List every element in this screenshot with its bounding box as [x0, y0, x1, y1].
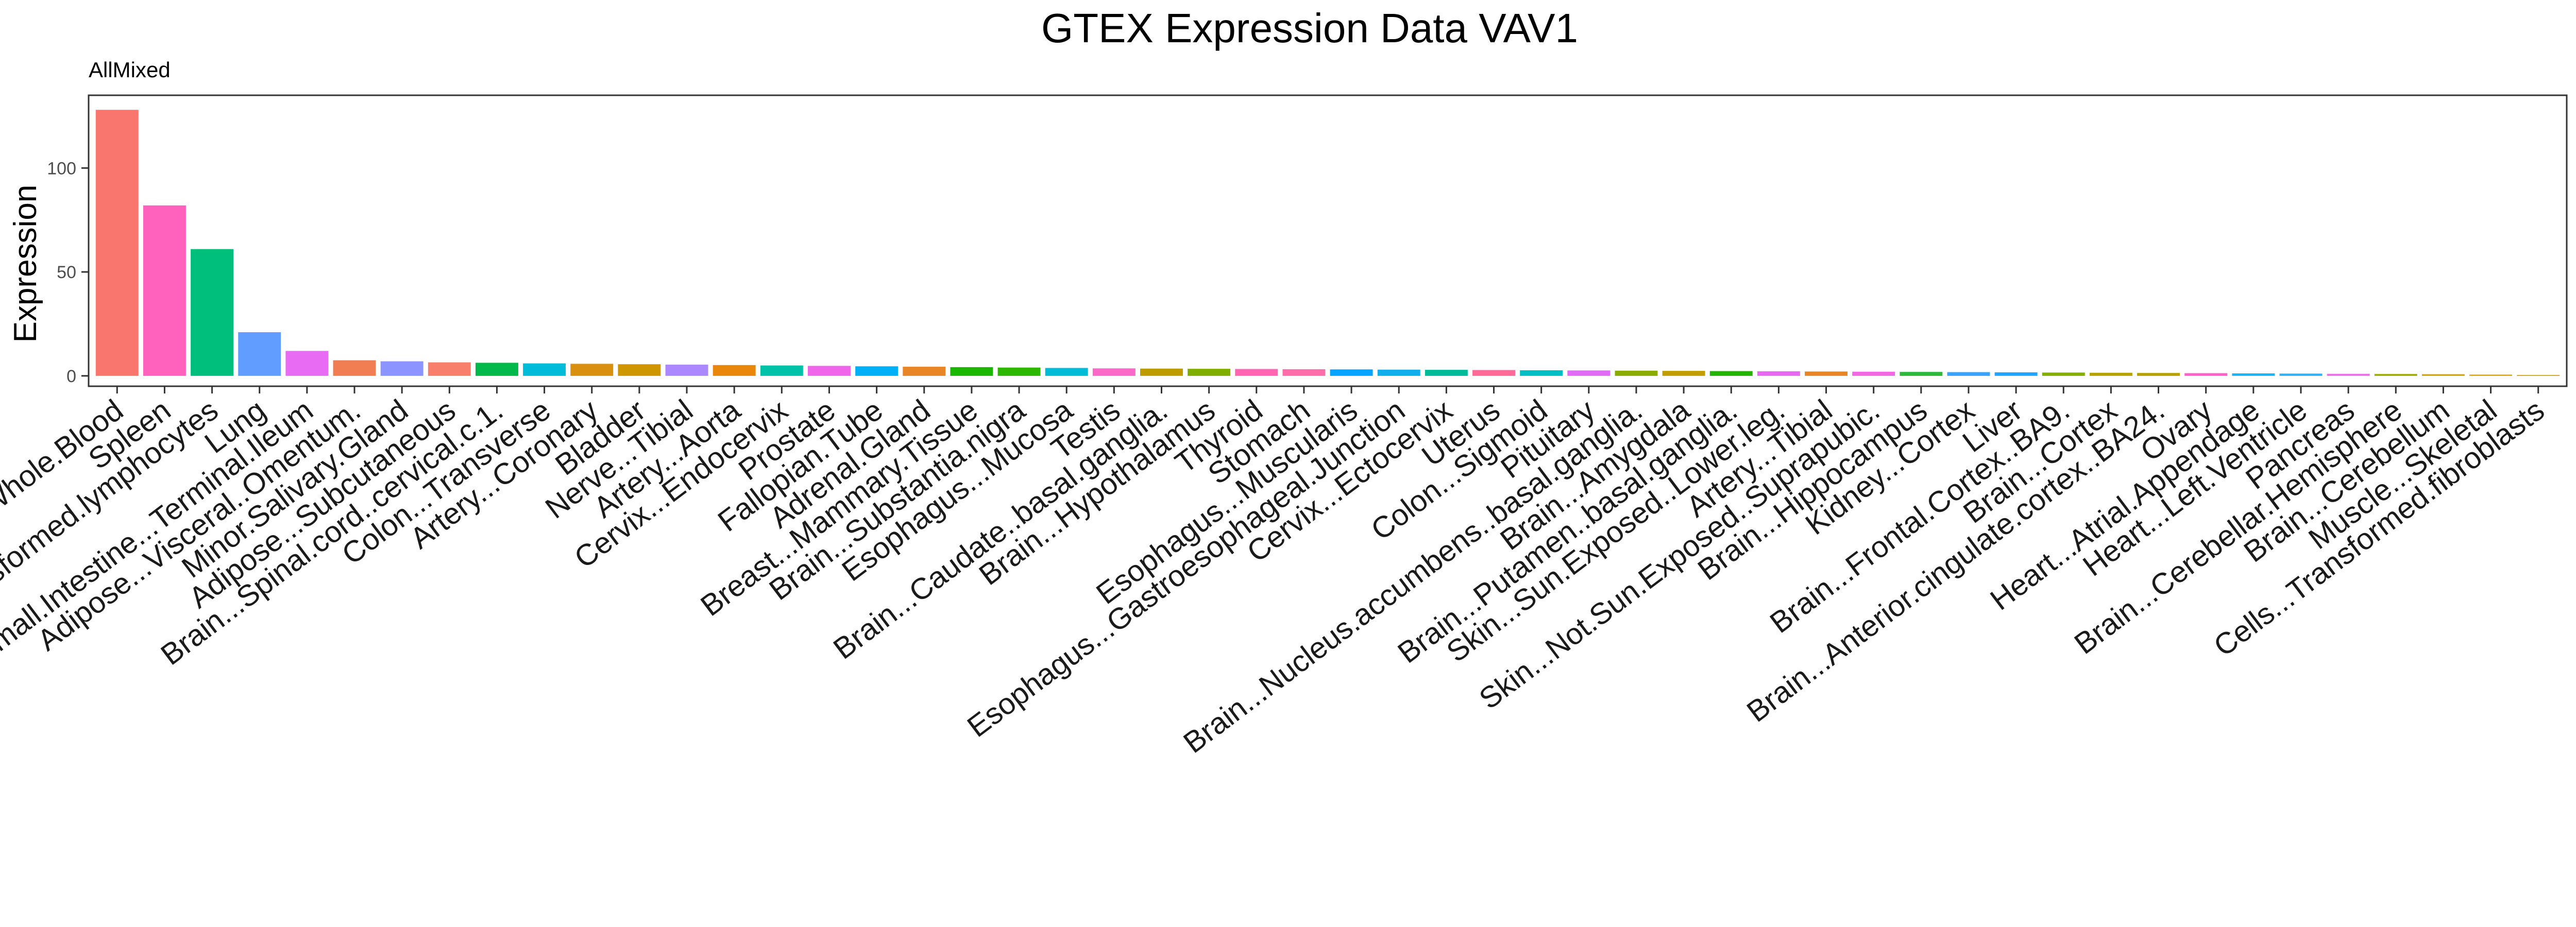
bar [2232, 373, 2275, 376]
bar [285, 351, 329, 376]
bar [428, 362, 471, 376]
bar [1567, 370, 1611, 376]
chart-subtitle: AllMixed [89, 58, 171, 82]
bar [2374, 374, 2417, 376]
bar [808, 366, 851, 376]
bar [618, 364, 661, 376]
plot-panel [88, 94, 2568, 387]
bar [2327, 373, 2370, 376]
bar [95, 110, 139, 376]
bars [95, 110, 2560, 376]
bar [2137, 373, 2180, 376]
y-tick-label: 100 [47, 159, 76, 178]
bar [1805, 371, 1848, 376]
y-tick-label: 0 [66, 367, 76, 386]
bar [475, 363, 518, 376]
bar [713, 365, 756, 376]
bar [997, 367, 1041, 376]
bar [1662, 371, 1705, 376]
bar [523, 363, 566, 376]
bar [1994, 372, 2038, 376]
bar [143, 205, 186, 376]
bar [238, 332, 281, 376]
bar [1900, 372, 1943, 376]
bar [1377, 369, 1420, 376]
bar [1235, 369, 1278, 376]
bar [2279, 373, 2323, 376]
bar [2421, 374, 2465, 376]
bar [1092, 368, 1136, 376]
y-axis-label: Expression [8, 185, 43, 343]
bar [380, 361, 423, 376]
bar [1045, 368, 1088, 376]
bar [2517, 375, 2560, 376]
bar [1282, 369, 1326, 376]
bar [1425, 370, 1468, 376]
bar [2469, 374, 2513, 376]
chart-title: GTEX Expression Data VAV1 [1041, 5, 1578, 51]
bar [665, 365, 708, 376]
bar [2184, 373, 2228, 376]
bar [2042, 372, 2085, 376]
bar [1757, 371, 1800, 376]
y-tick-label: 50 [57, 263, 76, 282]
bar [1140, 368, 1183, 376]
x-axis: Whole.BloodSpleenCells...EBV.transformed… [0, 386, 2551, 760]
bar [1615, 370, 1658, 376]
y-axis: 0 50 100 [47, 159, 89, 386]
bar [1852, 371, 1895, 376]
bar [1330, 369, 1373, 376]
bar [2089, 372, 2132, 376]
bar [1709, 371, 1753, 376]
bar [1520, 370, 1563, 376]
bar [903, 367, 946, 376]
bar [1188, 369, 1231, 376]
bar [570, 364, 614, 376]
bar [1947, 372, 1990, 376]
bar [333, 360, 376, 376]
bar [760, 365, 803, 376]
bar [950, 367, 993, 376]
bar [1472, 370, 1515, 376]
bar [855, 366, 899, 376]
bar [191, 249, 234, 376]
